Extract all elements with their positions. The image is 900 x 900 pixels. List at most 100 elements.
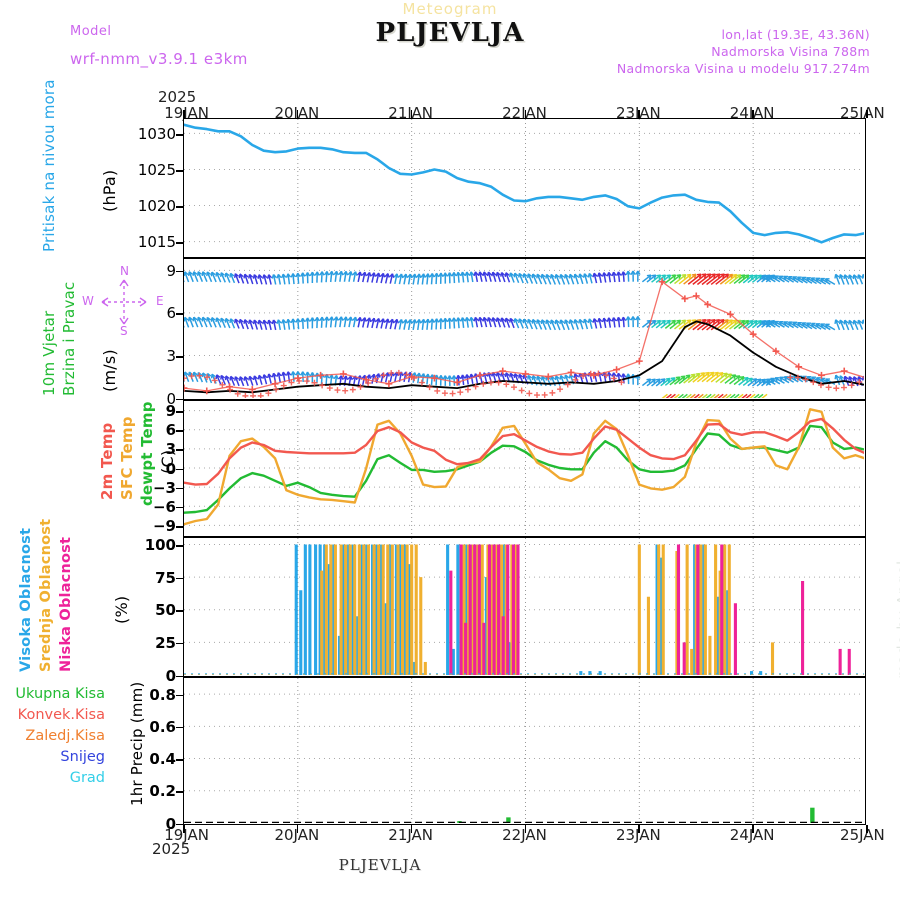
y-tick-cloud: 75 [155,568,176,587]
panel-wind [183,258,866,400]
y-tick-precip: 0.6 [149,717,176,736]
y-tick-mark [176,270,183,273]
x-tick-mark [296,825,299,833]
x-tick-23jan: 23JAN [615,826,661,844]
y-tick-pressure: 1020 [137,197,176,216]
model-value: wrf-nmm_v3.9.1 e3km [70,50,248,68]
x-tick-mark [524,825,527,833]
wind-compass-legend: N S E W [80,262,166,342]
panel-label: Visoka Oblacnost [18,527,34,672]
y-tick-precip: 0.2 [149,782,176,801]
x-tick-mark [410,110,413,118]
y-tick-temp: 3 [165,440,176,459]
panel-label: Srednja Oblacnost [38,518,54,672]
y-tick-mark [176,430,183,432]
y-tick-mark [176,398,183,401]
y-tick-mark [176,411,183,413]
x-tick-19jan: 19JAN [164,104,209,122]
figure-caption: PLJEVLJA [338,856,422,874]
x-tick-mark [752,110,754,118]
y-tick-wind: 9 [166,261,176,280]
year-label-bottom: 2025 [152,840,191,858]
precip-legend-item: Grad [69,770,105,786]
y-tick-cloud: 50 [155,601,176,620]
y-tick-pressure: 1030 [137,124,176,143]
page-title: PLJEVLJA [375,18,525,48]
y-tick-pressure: 1015 [137,233,176,252]
x-tick-mark [183,825,185,833]
y-tick-temp: 9 [165,402,176,421]
y-tick-temp: 0 [165,459,176,478]
y-tick-pressure: 1025 [137,160,176,179]
x-tick-20jan: 20JAN [274,826,320,844]
y-tick-wind: 3 [166,346,176,365]
x-tick-mark [638,110,640,118]
x-tick-mark [296,110,299,118]
x-tick-21jan: 21JAN [388,826,434,844]
y-tick-wind: 6 [166,304,176,323]
y-tick-temp: −6 [152,497,176,516]
y-tick-cloud: 100 [144,536,176,555]
y-tick-cloud: 0 [165,666,176,685]
y-tick-temp: −9 [152,516,176,535]
precip-legend-item: Konvek.Kisa [17,707,105,723]
y-tick-mark [176,823,183,826]
y-tick-precip: 0.8 [149,685,176,704]
panel-pressure [183,118,866,258]
station-model-elevation: Nadmorska Visina u modelu 917.274m [616,61,870,76]
x-tick-mark [524,110,527,118]
y-tick-mark [176,610,183,612]
x-tick-mark [752,825,754,833]
x-tick-24jan: 24JAN [729,826,775,844]
compass-south: S [120,324,128,338]
y-tick-temp: −3 [152,478,176,497]
y-tick-precip: 0.4 [149,750,176,769]
precip-legend-item: Zaledj.Kisa [25,728,105,744]
meteogram-header-label: Meteogram [402,0,498,18]
watermark: made by Angel [896,560,900,679]
y-tick-temp: 6 [165,421,176,440]
y-tick-mark [176,759,183,761]
y-tick-mark [176,791,183,793]
year-label-top: 2025 [158,88,197,106]
y-tick-mark [176,675,183,678]
x-tick-25jan: 25JAN [840,104,885,122]
x-tick-mark [638,825,640,833]
panel-label: Pritisak na nivou mora [40,79,58,252]
panel-precip [183,677,866,825]
x-tick-19jan: 19JAN [164,826,209,844]
x-tick-mark [866,825,868,833]
y-tick-mark [176,694,183,697]
panel-label: Brzina i Pravac [60,281,78,396]
compass-north: N [120,264,129,278]
compass-east: E [156,294,164,308]
y-tick-mark [176,355,183,358]
y-tick-mark [176,242,183,244]
y-tick-wind: 0 [166,389,176,408]
y-tick-precip: 0 [165,814,176,833]
y-tick-mark [176,133,183,136]
y-tick-mark [176,468,183,471]
station-info: lon,lat (19.3E, 43.36N) Nadmorska Visina… [617,26,870,77]
station-elevation: Nadmorska Visina 788m [711,44,870,59]
panel-label: Niska Oblacnost [58,536,74,672]
station-lonlat: lon,lat (19.3E, 43.36N) [721,27,870,42]
y-tick-mark [176,313,183,315]
x-tick-mark [866,110,868,118]
y-tick-mark [176,169,183,172]
x-tick-22jan: 22JAN [502,826,547,844]
model-label: Model [70,24,112,39]
precip-legend-item: Snijeg [60,749,105,765]
x-tick-mark [183,110,185,118]
x-tick-mark [410,825,413,833]
x-tick-25jan: 25JAN [840,826,885,844]
precip-legend-item: Ukupna Kisa [15,686,105,702]
y-tick-mark [176,726,183,729]
y-tick-mark [176,449,183,451]
panel-label: 10m Vjetar [40,310,58,396]
panel-cloud [183,537,866,677]
y-tick-mark [176,487,183,490]
y-tick-mark [176,206,183,208]
y-tick-mark [176,545,183,547]
